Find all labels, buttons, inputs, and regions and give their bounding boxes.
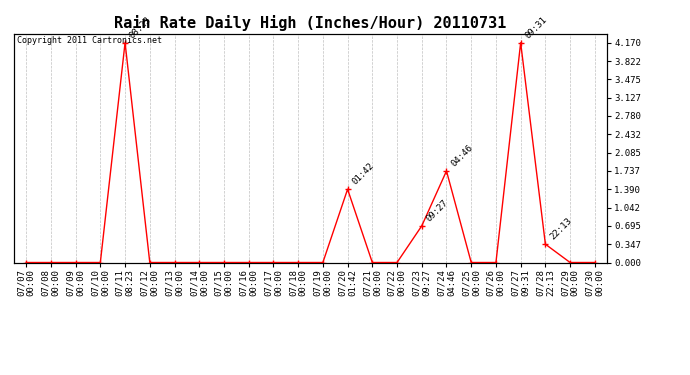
Text: 01:42: 01:42: [351, 161, 376, 186]
Title: Rain Rate Daily High (Inches/Hour) 20110731: Rain Rate Daily High (Inches/Hour) 20110…: [115, 15, 506, 31]
Text: 09:27: 09:27: [424, 198, 450, 223]
Text: 04:46: 04:46: [449, 143, 475, 168]
Text: Copyright 2011 Cartronics.net: Copyright 2011 Cartronics.net: [17, 36, 161, 45]
Text: 22:13: 22:13: [548, 216, 573, 242]
Text: 09:31: 09:31: [524, 15, 549, 40]
Text: 08:23: 08:23: [128, 15, 153, 40]
